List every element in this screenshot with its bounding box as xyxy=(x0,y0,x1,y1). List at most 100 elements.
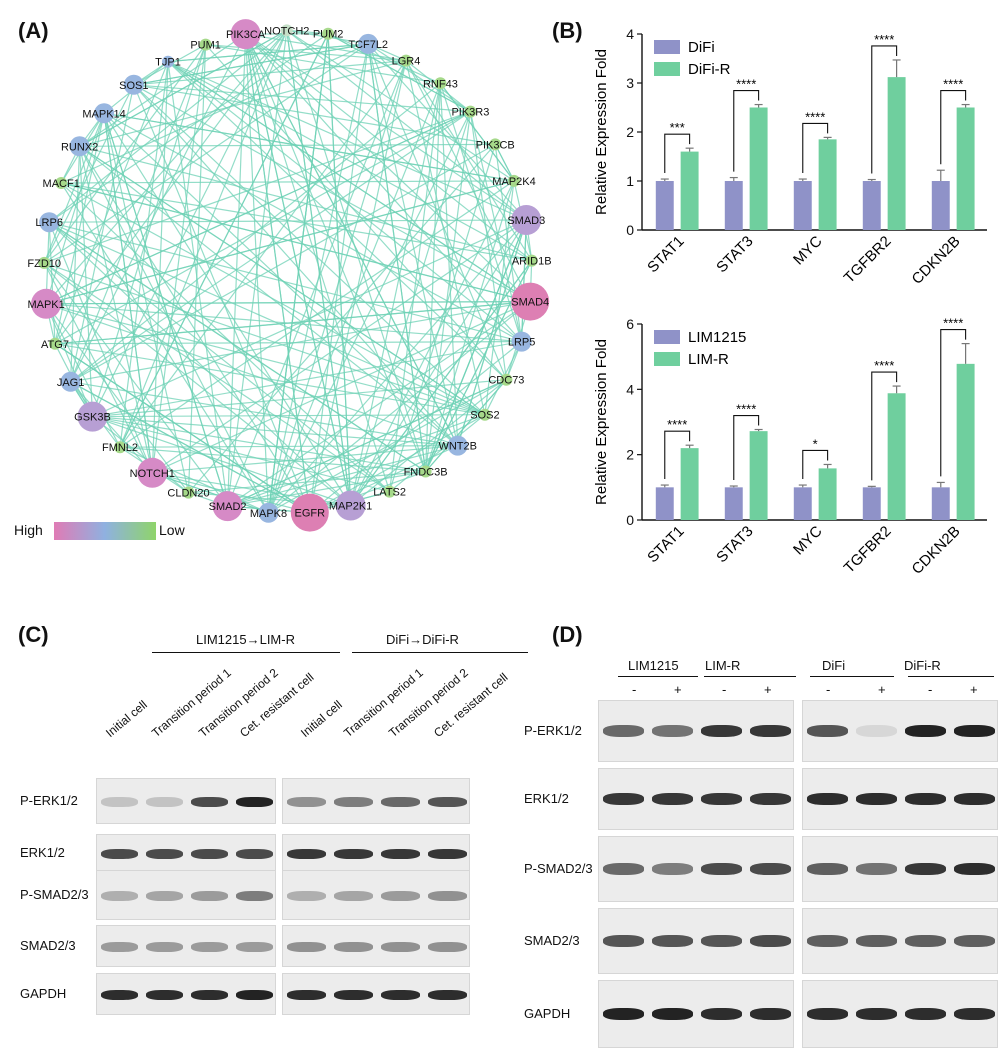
significance-bracket xyxy=(802,122,829,174)
treatment-label: + xyxy=(674,682,682,697)
blot-strip xyxy=(282,834,470,872)
blot-band xyxy=(807,793,848,805)
network-node-label: FNDC3B xyxy=(404,467,448,479)
blot-strip xyxy=(598,768,794,830)
network-node-label: NOTCH2 xyxy=(264,25,309,37)
blot-group-line xyxy=(810,676,894,677)
treatment-label: - xyxy=(826,682,831,697)
treatment-label: - xyxy=(928,682,933,697)
network-edge xyxy=(119,446,269,514)
network-edge xyxy=(43,262,390,493)
category-label: STAT1 xyxy=(644,523,687,566)
blot-band xyxy=(236,990,273,1000)
blot-band xyxy=(603,935,644,947)
network-edge xyxy=(103,113,229,507)
network-edge xyxy=(70,44,207,383)
blot-band xyxy=(191,891,228,901)
network-edge xyxy=(45,303,94,417)
y-tick-label: 2 xyxy=(626,124,634,140)
category-label: CDKN2B xyxy=(909,233,964,288)
blot-band xyxy=(905,725,946,737)
network-edge xyxy=(350,83,441,506)
network-node xyxy=(137,457,168,488)
network-edge xyxy=(54,343,485,416)
network-edge xyxy=(60,182,391,493)
category-label: CDKN2B xyxy=(909,523,964,578)
blot-band xyxy=(287,942,326,952)
panel-label-d: (D) xyxy=(552,622,583,647)
network-edge xyxy=(405,60,486,415)
network-edge xyxy=(227,445,458,507)
bar xyxy=(680,448,699,520)
network-edge xyxy=(119,33,329,448)
network-node xyxy=(212,491,243,522)
legend-low-label: Low xyxy=(159,522,185,538)
blot-band xyxy=(750,1008,791,1020)
bar xyxy=(931,181,950,230)
network-node xyxy=(447,435,468,456)
network-node xyxy=(464,105,477,118)
legend-high-label: High xyxy=(14,522,43,538)
network-node xyxy=(290,493,329,532)
blot-band xyxy=(807,725,848,737)
category-label: TGFBR2 xyxy=(841,233,895,287)
significance-bracket xyxy=(940,329,967,477)
bar xyxy=(793,487,812,520)
blot-band xyxy=(236,797,273,807)
network-node xyxy=(114,441,126,454)
panel-label-b: (B) xyxy=(552,18,583,43)
significance-bracket xyxy=(871,45,898,174)
network-edge xyxy=(439,83,523,342)
blot-band xyxy=(236,849,273,859)
blot-strip xyxy=(598,908,794,974)
network-node xyxy=(400,54,412,67)
bar xyxy=(887,77,906,230)
blot-row-label: P-SMAD2/3 xyxy=(20,887,89,902)
network-edge xyxy=(133,84,486,416)
network-edge xyxy=(425,180,515,472)
bar xyxy=(724,487,743,520)
blot-band xyxy=(191,849,228,859)
network-edge xyxy=(187,44,207,493)
blot-band xyxy=(101,891,138,901)
significance-bracket xyxy=(664,430,691,480)
network-node xyxy=(49,337,61,350)
blot-row-label: GAPDH xyxy=(20,986,67,1001)
network-edge xyxy=(70,82,441,383)
blot-band xyxy=(101,797,138,807)
network-edge xyxy=(267,111,471,514)
bar xyxy=(931,487,950,520)
blot-band xyxy=(603,1008,644,1020)
bar xyxy=(655,487,674,520)
blot-band xyxy=(856,935,897,947)
blot-band xyxy=(287,990,326,1000)
y-tick-label: 6 xyxy=(626,316,634,332)
blot-row-label: ERK1/2 xyxy=(524,791,569,806)
network-edge xyxy=(49,219,527,223)
blot-band xyxy=(954,1008,995,1020)
blot-group-label: LIM1215→LIM-R xyxy=(196,632,295,647)
network-edge xyxy=(227,301,531,507)
blot-band xyxy=(603,793,644,805)
blot-band xyxy=(856,793,897,805)
network-edge xyxy=(119,445,458,448)
network-edge xyxy=(70,146,81,382)
network-node xyxy=(55,177,68,189)
network-edge xyxy=(60,43,369,184)
blot-row-label: P-ERK1/2 xyxy=(524,723,582,738)
blot-group-line xyxy=(152,652,340,653)
network-node xyxy=(434,77,447,90)
network-edge xyxy=(48,33,329,223)
network-node xyxy=(511,205,542,235)
network-edge xyxy=(152,301,531,474)
network-edge xyxy=(79,143,496,147)
network-node xyxy=(419,465,432,478)
blot-band xyxy=(428,891,467,901)
y-axis-label: Relative Expression Fold xyxy=(593,49,610,215)
blot-group-line xyxy=(908,676,994,677)
significance-label: **** xyxy=(667,417,687,432)
network-node-label: MAP2K1 xyxy=(329,501,372,513)
network-edge xyxy=(92,416,390,493)
network-node-label: PUM2 xyxy=(313,29,344,41)
network-edge xyxy=(350,111,471,506)
